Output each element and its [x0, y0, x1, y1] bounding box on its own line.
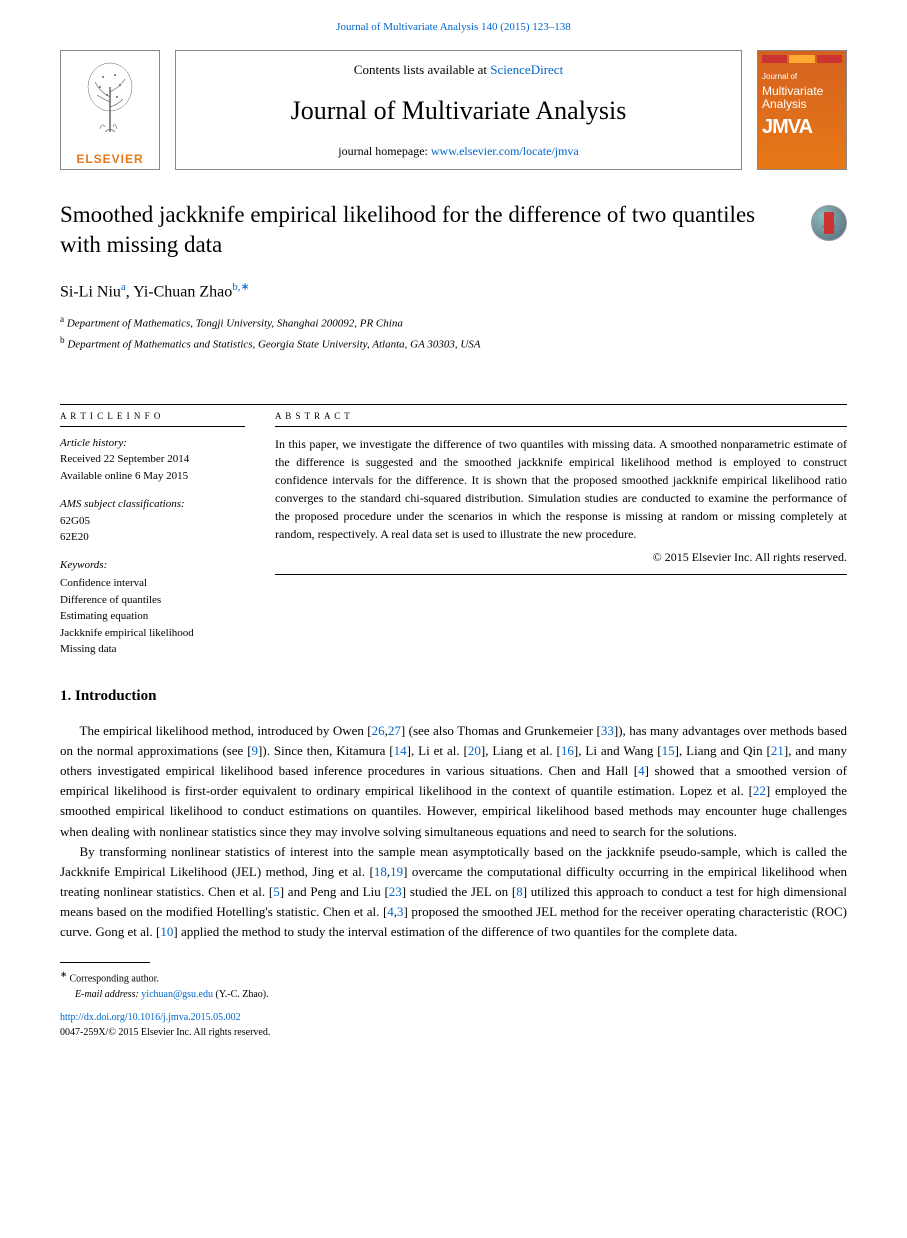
article-info-heading: A R T I C L E I N F O — [60, 410, 245, 423]
cover-acronym: JMVA — [762, 113, 842, 141]
cite-23[interactable]: 23 — [389, 884, 402, 899]
cite-26[interactable]: 26 — [372, 723, 385, 738]
available-date: Available online 6 May 2015 — [60, 468, 245, 485]
issn-copyright: 0047-259X/© 2015 Elsevier Inc. All right… — [60, 1025, 847, 1040]
elsevier-text: ELSEVIER — [76, 149, 143, 170]
crossmark-icon[interactable] — [811, 205, 847, 241]
received-date: Received 22 September 2014 — [60, 451, 245, 468]
homepage-link[interactable]: www.elsevier.com/locate/jmva — [431, 144, 579, 158]
journal-title: Journal of Multivariate Analysis — [291, 85, 627, 137]
header-citation[interactable]: Journal of Multivariate Analysis 140 (20… — [0, 0, 907, 50]
abstract-text: In this paper, we investigate the differ… — [275, 435, 847, 543]
doi-link[interactable]: http://dx.doi.org/10.1016/j.jmva.2015.05… — [60, 1012, 241, 1023]
author-1: Si-Li Niu — [60, 284, 121, 301]
article-info: A R T I C L E I N F O Article history: R… — [60, 410, 245, 657]
journal-cover[interactable]: Journal of Multivariate Analysis JMVA — [757, 50, 847, 170]
email-suffix: (Y.-C. Zhao). — [213, 989, 269, 1000]
elsevier-tree-icon — [75, 57, 145, 142]
affiliation-a: Department of Mathematics, Tongji Univer… — [64, 318, 403, 330]
footer: ∗ Corresponding author. E-mail address: … — [60, 969, 847, 1069]
ams-code-2: 62E20 — [60, 529, 245, 546]
keywords-heading: Keywords: — [60, 558, 245, 573]
affiliation-b: Department of Mathematics and Statistics… — [65, 339, 481, 351]
cite-10[interactable]: 10 — [160, 924, 173, 939]
cite-18[interactable]: 18 — [374, 864, 387, 879]
contents-prefix: Contents lists available at — [354, 62, 490, 77]
section-1-heading: 1. Introduction — [60, 686, 847, 707]
corresponding-author: Corresponding author. — [67, 974, 159, 985]
homepage-line: journal homepage: www.elsevier.com/locat… — [338, 143, 578, 160]
cite-16[interactable]: 16 — [561, 743, 574, 758]
keyword-5: Missing data — [60, 641, 245, 658]
cite-19[interactable]: 19 — [390, 864, 403, 879]
homepage-prefix: journal homepage: — [338, 144, 431, 158]
cite-20[interactable]: 20 — [468, 743, 481, 758]
keyword-3: Estimating equation — [60, 608, 245, 625]
ams-code-1: 62G05 — [60, 513, 245, 530]
affiliations: a Department of Mathematics, Tongji Univ… — [60, 312, 796, 355]
abstract-copyright: © 2015 Elsevier Inc. All rights reserved… — [275, 549, 847, 566]
sciencedirect-link[interactable]: ScienceDirect — [490, 62, 563, 77]
authors: Si-Li Niua, Yi-Chuan Zhaob,∗ — [60, 280, 796, 304]
cite-21[interactable]: 21 — [771, 743, 784, 758]
cover-text-2: Multivariate Analysis — [762, 85, 842, 111]
keyword-2: Difference of quantiles — [60, 592, 245, 609]
abstract: A B S T R A C T In this paper, we invest… — [275, 410, 847, 657]
ams-heading: AMS subject classifications: — [60, 496, 245, 513]
banner-center: Contents lists available at ScienceDirec… — [175, 50, 742, 170]
cite-27[interactable]: 27 — [388, 723, 401, 738]
contents-line: Contents lists available at ScienceDirec… — [354, 61, 563, 79]
elsevier-logo[interactable]: ELSEVIER — [60, 50, 160, 170]
journal-banner: ELSEVIER Contents lists available at Sci… — [0, 50, 907, 170]
author-2: , Yi-Chuan Zhao — [126, 284, 233, 301]
paper-title: Smoothed jackknife empirical likelihood … — [60, 200, 796, 260]
cite-15[interactable]: 15 — [662, 743, 675, 758]
keyword-1: Confidence interval — [60, 575, 245, 592]
email-link[interactable]: yichuan@gsu.edu — [141, 989, 213, 1000]
author-2-affil-link[interactable]: b,∗ — [232, 281, 249, 293]
cover-text-1: Journal of — [762, 71, 842, 82]
body-text: The empirical likelihood method, introdu… — [60, 721, 847, 943]
cite-14[interactable]: 14 — [394, 743, 407, 758]
history-heading: Article history: — [60, 435, 245, 452]
keyword-4: Jackknife empirical likelihood — [60, 625, 245, 642]
abstract-heading: A B S T R A C T — [275, 410, 847, 423]
cite-22[interactable]: 22 — [753, 783, 766, 798]
cite-33[interactable]: 33 — [601, 723, 614, 738]
email-prefix: E-mail address: — [75, 989, 141, 1000]
